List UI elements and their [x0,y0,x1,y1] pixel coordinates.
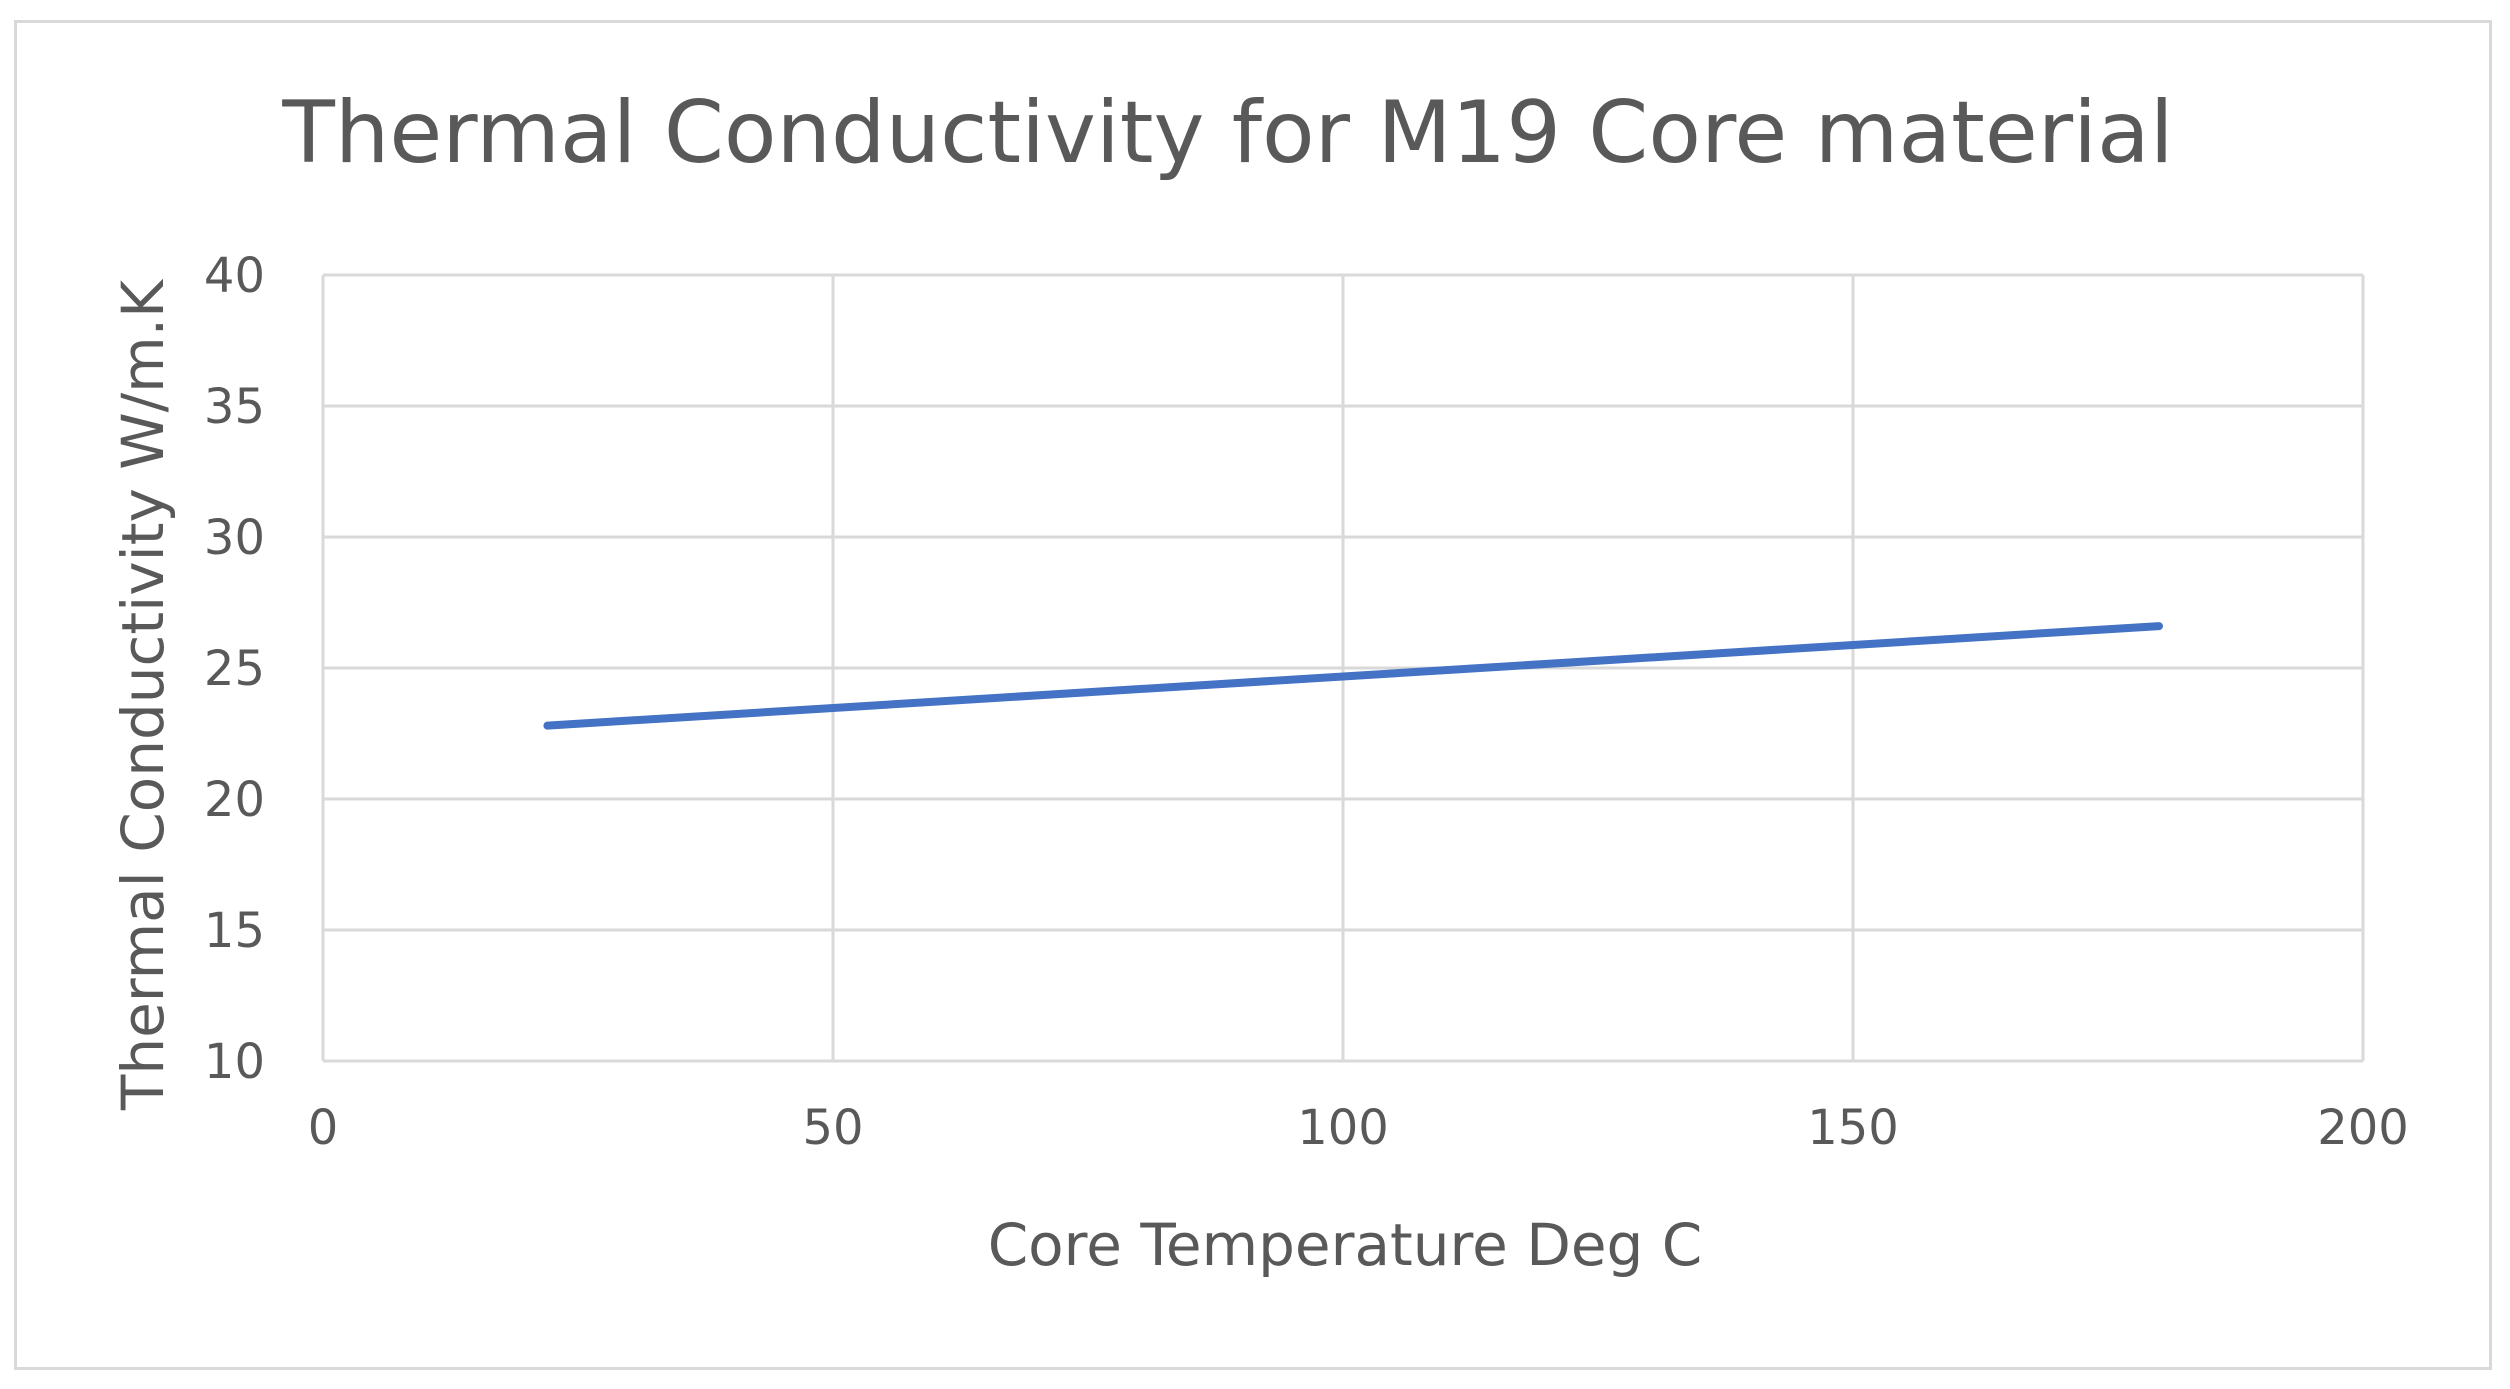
x-tick-label: 200 [2317,1100,2409,1156]
x-tick-label: 150 [1807,1100,1899,1156]
y-axis-title: Thermal Conductivity W/m.K [109,278,177,1111]
y-tick-label: 30 [204,510,265,566]
series-line [543,622,2163,730]
y-tick-label: 35 [204,379,265,435]
x-tick-label: 100 [1297,1100,1389,1156]
chart-frame [14,20,2492,1370]
x-tick-label: 0 [308,1100,339,1156]
y-tick-label: 10 [204,1034,265,1090]
axes [321,275,2363,1063]
y-tick-label: 40 [204,248,265,304]
y-tick-label: 15 [204,903,265,959]
gridlines [323,273,2365,1061]
chart-title: Thermal Conductivity for M19 Core materi… [281,83,2173,183]
x-tick-label: 50 [802,1100,863,1156]
tick-labels: 10 15 20 25 30 35 40 0 50 100 150 200 [204,248,2409,1156]
x-axis-title: Core Temperature Deg C [988,1211,1703,1279]
y-tick-label: 20 [204,772,265,828]
y-tick-label: 25 [204,641,265,697]
series-lines [543,622,2163,730]
